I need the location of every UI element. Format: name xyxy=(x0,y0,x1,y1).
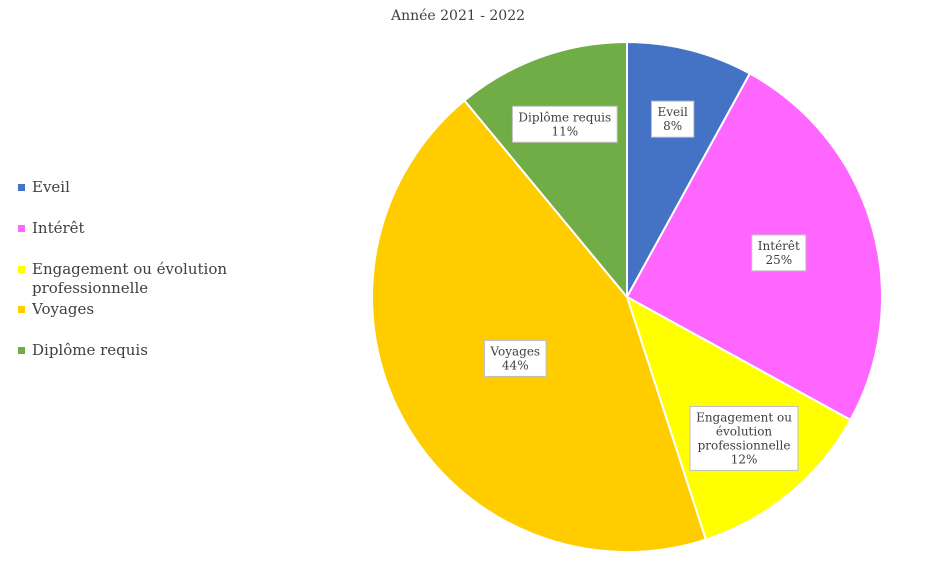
data-label-box-interet xyxy=(751,234,807,272)
legend-item-engagement: Engagement ou évolution professionnelle xyxy=(18,260,258,298)
data-label-text-engagement-1: Engagement ou xyxy=(696,410,792,424)
data-label-text-interet-2: 25% xyxy=(765,253,792,267)
pie-slice-voyages xyxy=(371,99,708,553)
legend-swatch-interet xyxy=(18,225,25,232)
legend-swatch-engagement xyxy=(18,266,25,273)
data-label-text-eveil-2: 8% xyxy=(663,119,682,133)
legend-label-interet: Intérêt xyxy=(32,219,85,237)
legend-label-diplome: Diplôme requis xyxy=(32,341,148,359)
data-label-text-engagement-3: professionnelle xyxy=(698,438,791,452)
data-label-text-diplome-1: Diplôme requis xyxy=(518,110,611,124)
pie-slice-diplome xyxy=(463,40,628,300)
legend-item-diplome: Diplôme requis xyxy=(18,341,258,360)
data-label-box-diplome xyxy=(511,105,618,143)
data-label-text-eveil-1: Eveil xyxy=(657,105,687,119)
legend-label-engagement-line2: professionnelle xyxy=(32,279,149,297)
data-label-text-diplome-2: 11% xyxy=(551,124,578,138)
legend-swatch-diplome xyxy=(18,347,25,354)
chart-title: Année 2021 - 2022 xyxy=(390,8,526,24)
data-label-text-interet-1: Intérêt xyxy=(758,239,800,253)
legend-swatch-eveil xyxy=(18,184,25,191)
legend-label-engagement: Engagement ou évolution professionnelle xyxy=(32,260,227,298)
data-label-text-voyages-1: Voyages xyxy=(489,344,540,358)
data-label-text-engagement-2: évolution xyxy=(716,424,773,438)
legend-item-eveil: Eveil xyxy=(18,178,258,197)
legend-label-voyages: Voyages xyxy=(32,300,95,318)
data-label-box-eveil xyxy=(650,100,695,138)
legend-item-voyages: Voyages xyxy=(18,300,258,319)
pie-slices xyxy=(371,40,883,553)
data-label-text-engagement-4: 12% xyxy=(731,452,758,466)
legend: Eveil Intérêt Engagement ou évolution pr… xyxy=(18,178,258,382)
legend-label-eveil: Eveil xyxy=(32,178,70,196)
data-label-box-voyages xyxy=(483,339,547,377)
legend-item-interet: Intérêt xyxy=(18,219,258,238)
data-label-box-engagement xyxy=(689,405,799,471)
legend-label-engagement-line1: Engagement ou évolution xyxy=(32,260,228,278)
data-label-text-voyages-2: 44% xyxy=(502,358,529,372)
legend-swatch-voyages xyxy=(18,306,25,313)
